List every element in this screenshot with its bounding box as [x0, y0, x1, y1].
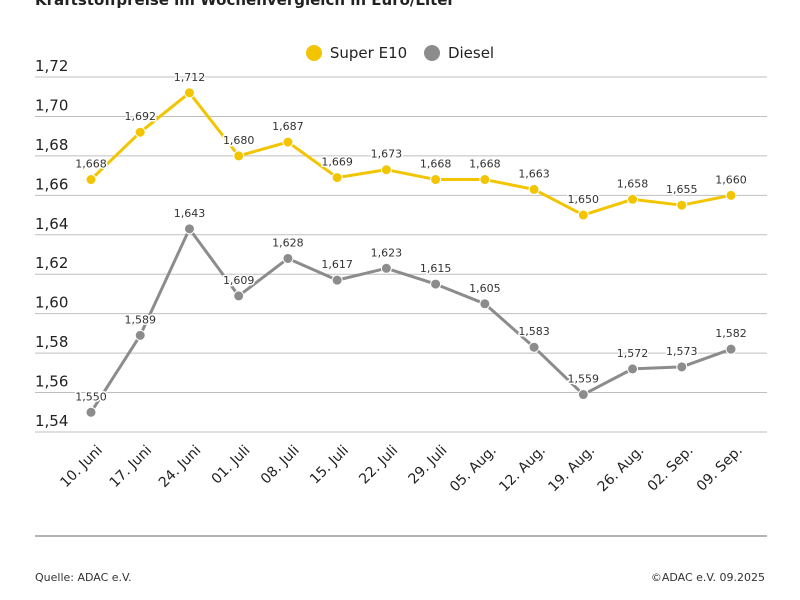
data-point-super: [479, 174, 491, 186]
data-label-diesel: 1,617: [321, 258, 353, 271]
data-label-diesel: 1,559: [568, 373, 600, 386]
footer-source: Quelle: ADAC e.V.: [35, 571, 132, 584]
data-label-diesel: 1,573: [666, 345, 698, 358]
data-label-super: 1,668: [420, 158, 452, 171]
data-label-super: 1,668: [75, 158, 107, 171]
x-tick-label: 26. Aug.: [595, 443, 648, 496]
data-point-diesel: [134, 329, 146, 341]
legend-marker-super: [305, 45, 322, 61]
legend-item-diesel: Diesel: [423, 44, 495, 62]
data-label-diesel: 1,623: [371, 246, 403, 259]
legend-marker-diesel: [423, 45, 440, 61]
data-point-diesel: [233, 290, 245, 302]
x-tick-label: 10. Juni: [57, 443, 105, 491]
data-point-diesel: [676, 361, 688, 373]
data-point-super: [528, 183, 540, 195]
footer-copyright: ©ADAC e.V. 09.2025: [650, 571, 765, 584]
y-tick-label: 1,64: [35, 215, 68, 233]
data-point-super: [85, 174, 97, 186]
data-label-super: 1,655: [666, 183, 698, 196]
y-tick-label: 1,72: [35, 57, 68, 75]
data-point-diesel: [528, 341, 540, 353]
chart-title: Kraftstoffpreise im Wochenvergleich in E…: [35, 0, 455, 9]
data-label-super: 1,658: [617, 177, 649, 190]
x-tick-label: 01. Juli: [209, 443, 254, 488]
x-tick-label: 15. Juli: [307, 443, 352, 488]
data-point-diesel: [183, 223, 195, 235]
legend-label-diesel: Diesel: [447, 44, 495, 62]
x-tick-label: 24. Juni: [156, 443, 204, 491]
y-tick-label: 1,56: [35, 373, 68, 391]
legend-label-super: Super E10: [329, 44, 408, 62]
data-label-diesel: 1,605: [469, 282, 501, 295]
data-label-diesel: 1,550: [75, 390, 107, 403]
data-point-super: [430, 174, 442, 186]
y-tick-label: 1,68: [35, 136, 68, 154]
data-label-diesel: 1,615: [420, 262, 452, 275]
series-line-super: [89, 91, 733, 217]
x-tick-label: 08. Juli: [258, 443, 303, 488]
y-tick-label: 1,62: [35, 254, 68, 272]
data-label-super: 1,650: [568, 193, 600, 206]
data-point-super: [282, 136, 294, 148]
data-point-diesel: [282, 252, 294, 264]
data-label-super: 1,673: [371, 148, 403, 161]
y-tick-label: 1,70: [35, 96, 68, 114]
data-label-super: 1,663: [518, 167, 550, 180]
data-point-super: [183, 87, 195, 99]
data-label-diesel: 1,583: [518, 325, 550, 338]
data-label-diesel: 1,589: [124, 313, 156, 326]
y-tick-label: 1,60: [35, 294, 68, 312]
data-point-super: [676, 199, 688, 211]
x-tick-label: 05. Aug.: [447, 443, 500, 496]
data-label-diesel: 1,572: [617, 347, 649, 360]
x-tick-label: 12. Aug.: [496, 443, 549, 496]
data-point-diesel: [85, 406, 97, 418]
data-label-super: 1,669: [321, 156, 353, 169]
data-point-diesel: [380, 262, 392, 274]
x-tick-label: 02. Sep.: [645, 443, 697, 495]
data-point-super: [331, 172, 343, 184]
x-tick-label: 17. Juni: [107, 443, 155, 491]
x-tick-label: 09. Sep.: [694, 443, 746, 495]
data-label-diesel: 1,628: [272, 236, 304, 249]
data-label-super: 1,668: [469, 158, 501, 171]
data-point-diesel: [331, 274, 343, 286]
data-label-super: 1,712: [174, 71, 206, 84]
data-point-super: [134, 126, 146, 138]
data-point-diesel: [577, 389, 589, 401]
data-label-super: 1,692: [124, 110, 156, 123]
data-point-diesel: [479, 298, 491, 310]
data-point-super: [627, 193, 639, 205]
x-tick-label: 22. Juli: [356, 443, 401, 488]
data-point-diesel: [430, 278, 442, 290]
data-point-super: [577, 209, 589, 221]
data-label-super: 1,680: [223, 134, 255, 147]
data-label-diesel: 1,582: [715, 327, 747, 340]
data-point-super: [725, 189, 737, 201]
data-label-super: 1,660: [715, 173, 747, 186]
data-label-diesel: 1,643: [174, 207, 206, 220]
x-tick-label: 19. Aug.: [545, 443, 598, 496]
y-tick-label: 1,58: [35, 333, 68, 351]
data-label-diesel: 1,609: [223, 274, 255, 287]
data-point-diesel: [627, 363, 639, 375]
y-tick-label: 1,66: [35, 175, 68, 193]
data-point-super: [380, 164, 392, 176]
series-line-diesel: [89, 227, 733, 414]
data-point-super: [233, 150, 245, 162]
y-tick-label: 1,54: [35, 412, 68, 430]
chart-legend: Super E10 Diesel: [0, 44, 800, 62]
x-tick-label: 29. Juli: [406, 443, 451, 488]
data-point-diesel: [725, 343, 737, 355]
data-label-super: 1,687: [272, 120, 304, 133]
legend-item-super: Super E10: [305, 44, 408, 62]
